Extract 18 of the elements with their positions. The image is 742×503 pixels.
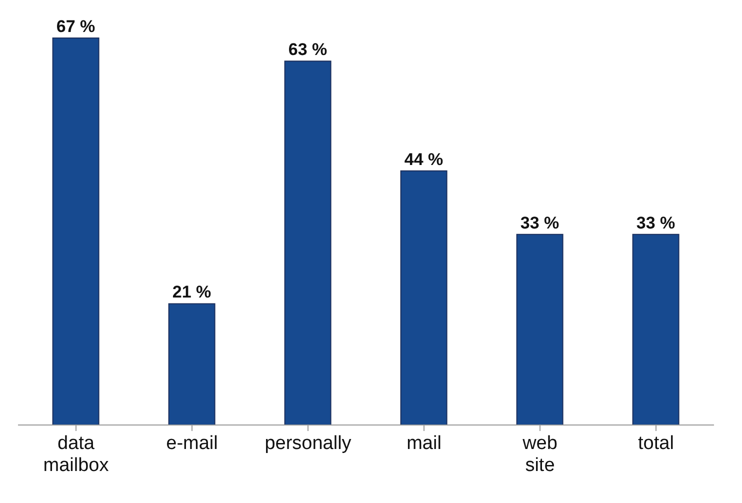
bar (168, 303, 216, 426)
bar (52, 38, 100, 426)
data-label: 33 % (636, 213, 676, 232)
x-tick-label: data mailbox (43, 433, 110, 476)
x-tick-label: e-mail (166, 433, 218, 454)
x-tick-label: mail (406, 433, 442, 454)
bar (516, 234, 564, 426)
data-label: 67 % (56, 17, 96, 36)
bar (400, 170, 448, 426)
data-label: 63 % (288, 40, 328, 60)
x-tick-label: personally (264, 433, 352, 454)
x-tick-label: web site (522, 433, 558, 476)
data-label: 44 % (404, 150, 444, 169)
data-label: 33 % (520, 213, 560, 232)
bar (284, 60, 332, 426)
x-tick-label: total (638, 433, 674, 454)
data-label: 21 % (172, 282, 212, 302)
bar (632, 234, 680, 426)
